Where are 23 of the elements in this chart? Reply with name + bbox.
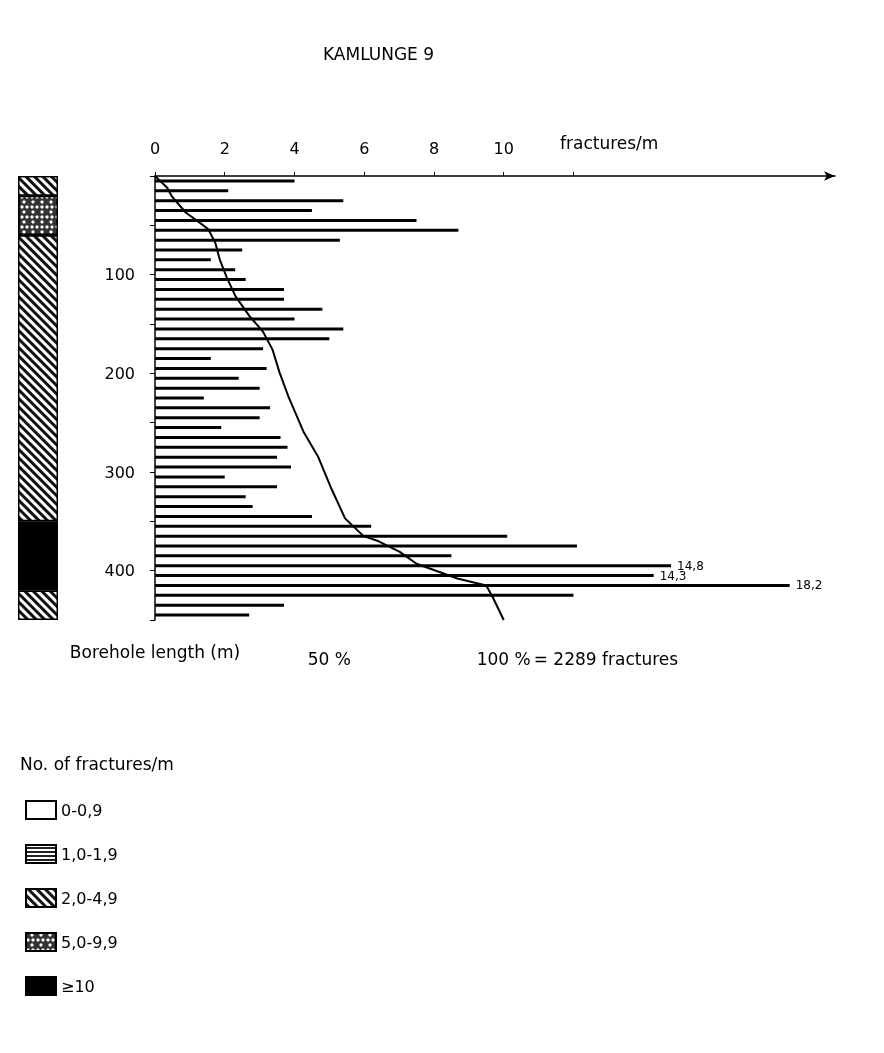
y-tick-label: 100 xyxy=(104,265,135,285)
x-tick-label: 8 xyxy=(428,138,440,158)
x-tick-label: 10 xyxy=(493,138,514,158)
y-tick-label: 200 xyxy=(104,363,135,383)
legend-label: 1,0-1,9 xyxy=(61,844,118,864)
y-tick-label: 300 xyxy=(104,462,135,482)
x-tick-label: 4 xyxy=(289,138,300,158)
x-tick-label: 2 xyxy=(219,138,230,158)
legend-label: ≥10 xyxy=(61,976,95,996)
chart-title: KAMLUNGE 9 xyxy=(323,43,435,64)
legend-label: 5,0-9,9 xyxy=(61,932,118,952)
legend-title: No. of fractures/m xyxy=(20,753,174,774)
legend-label: 2,0-4,9 xyxy=(61,888,118,908)
x-tick-label: 6 xyxy=(359,138,370,158)
y-tick-label: 400 xyxy=(104,561,135,581)
x2-tick-label: 100 % xyxy=(476,648,531,669)
x2-tick-label: 50 % xyxy=(307,648,351,669)
x-tick-label: 0 xyxy=(149,138,161,158)
x-axis-title: fractures/m xyxy=(560,132,659,153)
y-axis-title: Borehole length (m) xyxy=(69,642,241,662)
legend-label: 0-0,9 xyxy=(61,800,103,820)
data-label: 18,2 xyxy=(795,578,823,593)
x2-axis-title: = 2289 fractures xyxy=(533,648,679,669)
